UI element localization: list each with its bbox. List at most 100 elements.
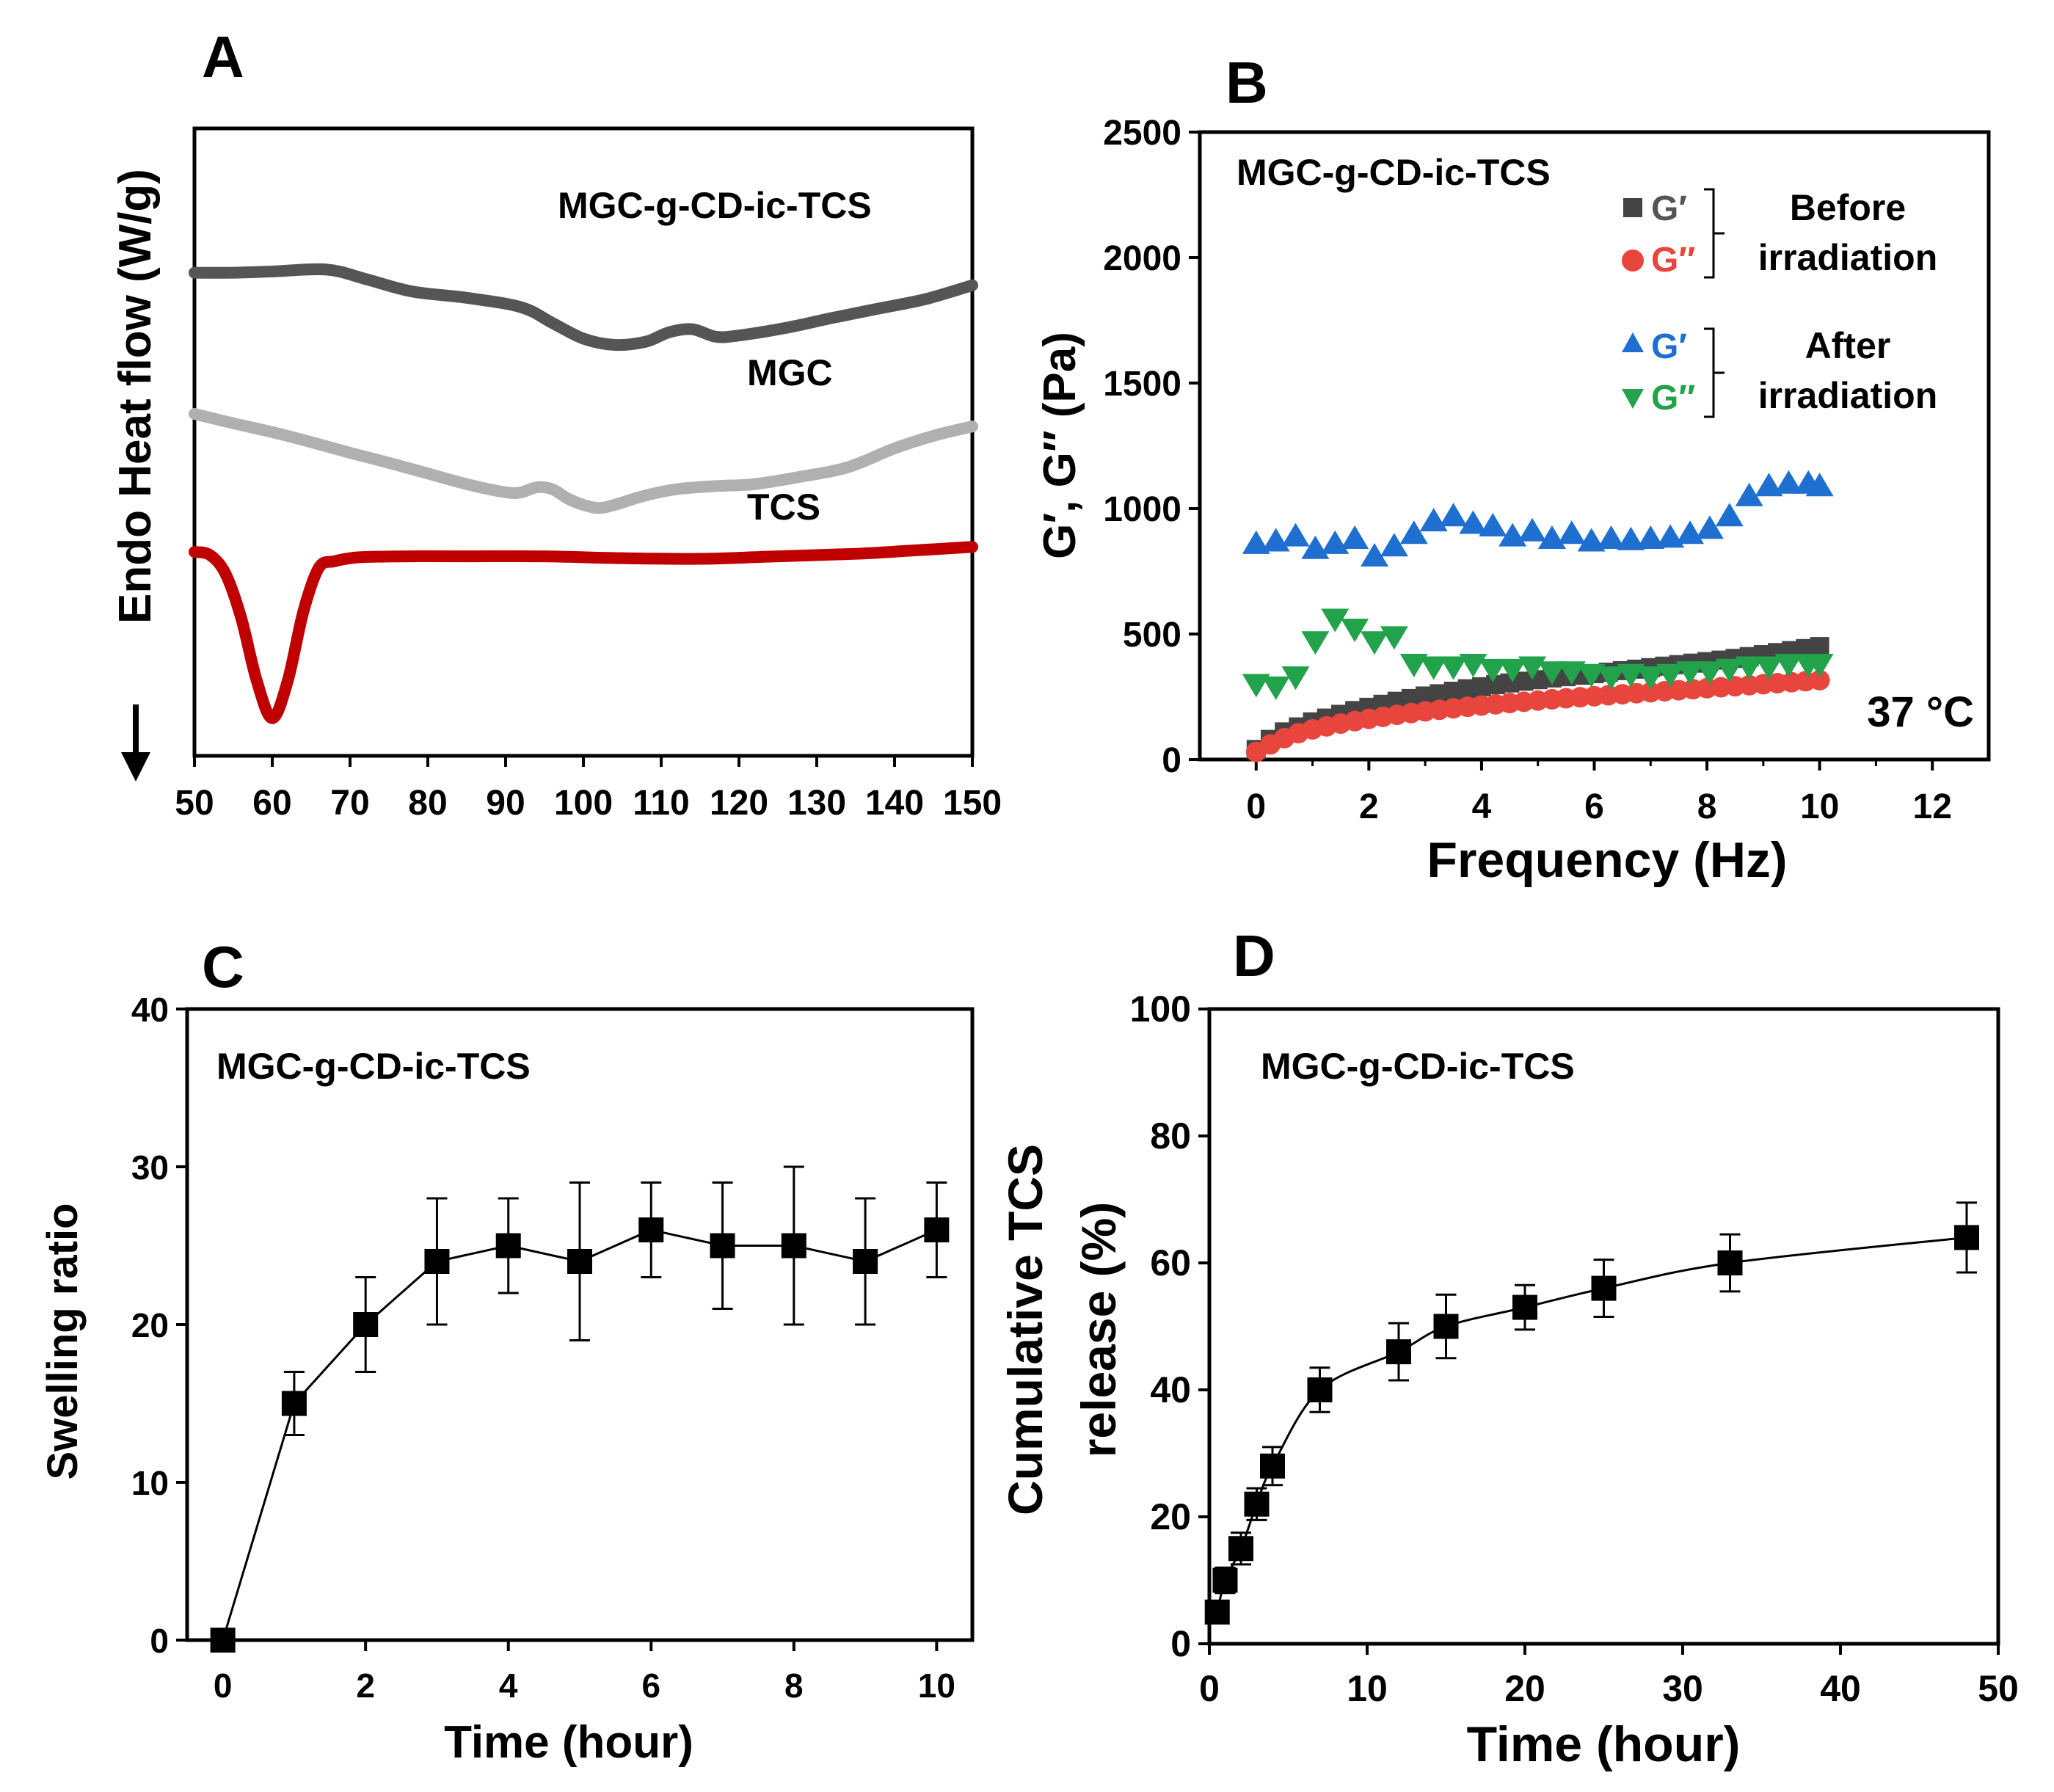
series-line-mgc	[189, 408, 978, 514]
point-g-prime-after	[1805, 473, 1834, 497]
point-g-prime-after	[1577, 528, 1606, 552]
y-tick-label-d: 0	[1170, 1623, 1191, 1664]
point-g-prime-after	[1518, 517, 1547, 542]
x-tick-label-c: 10	[918, 1667, 955, 1705]
point-g-prime-after	[1459, 510, 1487, 534]
x-tick-label-a: 120	[710, 784, 768, 823]
axes-c: 0 2 4 6 8 10 0 10 20 30 40	[131, 991, 955, 1705]
point-g-prime-after	[1380, 533, 1408, 557]
y-tick-label-b: 500	[1123, 616, 1181, 655]
point-g-double-prime-after	[1459, 654, 1487, 678]
point-g-double-prime-after	[1656, 663, 1685, 688]
legend-marker-square	[1623, 198, 1642, 217]
point-g-prime-after	[1261, 528, 1290, 552]
x-tick-label-a: 130	[787, 784, 846, 823]
data-point-d	[1717, 1250, 1743, 1275]
point-g-double-prime-after	[1341, 619, 1369, 643]
data-series-c	[210, 1165, 950, 1653]
point-g-prime-after	[1281, 522, 1310, 547]
point-g-prime-after	[1695, 515, 1724, 539]
data-point-c	[281, 1391, 307, 1416]
point-g-prime-after	[1479, 512, 1507, 536]
y-tick-label-d: 60	[1150, 1242, 1191, 1283]
y-tick-label-c: 10	[131, 1464, 169, 1502]
panel-letter-d: D	[1233, 923, 1275, 988]
panel-letter-c: C	[202, 934, 244, 999]
point-g-double-prime-after	[1597, 666, 1625, 691]
series-line-tcs	[189, 541, 978, 724]
legend-marker-circle	[1622, 250, 1644, 272]
series-label-mgc-g-cd-ic-tcs: MGC-g-CD-ic-TCS	[558, 185, 872, 226]
point-g-double-prime-after	[1735, 656, 1763, 680]
y-tick-label-c: 40	[131, 991, 169, 1029]
data-point-c	[424, 1249, 450, 1274]
point-g-double-prime-after	[1301, 631, 1330, 655]
data-point-d	[1228, 1536, 1253, 1562]
point-g-prime-after	[1419, 508, 1448, 532]
point-g-double-prime-after	[1774, 654, 1803, 678]
chart-title-b: MGC-g-CD-ic-TCS	[1237, 152, 1551, 193]
point-g-prime-after	[1557, 520, 1586, 544]
y-tick-label-c: 0	[150, 1622, 169, 1660]
point-g-double-prime-after	[1261, 676, 1290, 700]
x-tick-label-a: 110	[633, 784, 689, 823]
data-point-d	[1386, 1339, 1411, 1365]
series-line-mgc-g-cd-ic-tcs	[189, 263, 978, 352]
x-tick-label-c: 6	[641, 1667, 660, 1705]
legend-marker-triangle-up	[1622, 332, 1644, 352]
x-tick-label-d: 10	[1347, 1668, 1388, 1709]
chart-title-c: MGC-g-CD-ic-TCS	[216, 1046, 531, 1087]
data-point-c	[353, 1312, 379, 1337]
panel-b: B 0 2 4 6 8 10 12 0 500 1000 1500 2000 2500 MGC-g-CD…	[1035, 50, 1991, 888]
point-g-prime-after	[1439, 503, 1468, 527]
point-g-double-prime-after	[1676, 661, 1705, 685]
legend-group-before-line2: irradiation	[1758, 237, 1937, 278]
plot-frame-d	[1207, 1007, 2000, 1646]
data-point-d	[1212, 1567, 1238, 1593]
y-tick-label-b: 2500	[1103, 114, 1181, 153]
x-axis-label-c: Time (hour)	[444, 1717, 693, 1768]
point-g-prime-after	[1597, 525, 1625, 550]
data-series-d	[1204, 1201, 1979, 1625]
x-tick-label-c: 4	[499, 1667, 518, 1705]
legend-label-g-double-prime-before: G″	[1651, 241, 1695, 280]
x-tick-label-b: 12	[1913, 787, 1952, 826]
axes-d: 0 10 20 30 40 50 0 20 40 60 80 100	[1130, 988, 2019, 1709]
data-point-d	[1954, 1225, 1979, 1250]
legend-marker-triangle-down	[1622, 389, 1644, 409]
point-g-double-prime-after	[1419, 656, 1448, 680]
point-g-double-prime-after	[1479, 658, 1507, 682]
data-point-d	[1307, 1377, 1333, 1402]
x-tick-label-d: 30	[1662, 1668, 1703, 1709]
data-point-d	[1244, 1491, 1270, 1517]
x-tick-label-b: 0	[1246, 787, 1266, 826]
point-g-double-prime-after	[1577, 663, 1606, 688]
legend-group-after-line2: irradiation	[1758, 375, 1937, 416]
data-point-d	[1204, 1599, 1230, 1625]
x-tick-label-d: 50	[1978, 1668, 2019, 1709]
x-tick-label-a: 140	[865, 784, 924, 823]
point-g-double-prime-after	[1755, 656, 1783, 680]
y-axis-label-b: G′, G″ (Pa)	[1035, 332, 1085, 559]
x-tick-label-b: 10	[1800, 787, 1839, 826]
data-point-c	[567, 1249, 592, 1274]
y-tick-label-d: 20	[1150, 1496, 1191, 1537]
x-tick-label-a: 80	[408, 784, 447, 823]
temperature-annotation: 37 °C	[1867, 688, 1974, 736]
x-ticks-a: 50 60 70 80 90 100 110 120 130 140 150	[175, 756, 1002, 823]
legend-label-g-prime-before: G′	[1651, 189, 1687, 228]
data-point-d	[1512, 1294, 1537, 1320]
point-g-double-prime-after	[1439, 656, 1468, 680]
point-g-prime-before	[1810, 637, 1829, 657]
point-g-double-prime-after	[1281, 666, 1310, 691]
point-g-prime-after	[1301, 535, 1330, 559]
data-point-c	[924, 1217, 950, 1242]
y-tick-label-b: 2000	[1103, 239, 1181, 278]
y-tick-label-d: 40	[1150, 1369, 1191, 1410]
y-tick-label-c: 30	[131, 1148, 169, 1187]
panel-letter-b: B	[1226, 50, 1268, 115]
point-g-prime-after	[1755, 473, 1783, 497]
point-g-double-prime-after	[1399, 654, 1428, 678]
data-point-d	[1591, 1275, 1617, 1301]
data-point-c	[853, 1249, 878, 1274]
